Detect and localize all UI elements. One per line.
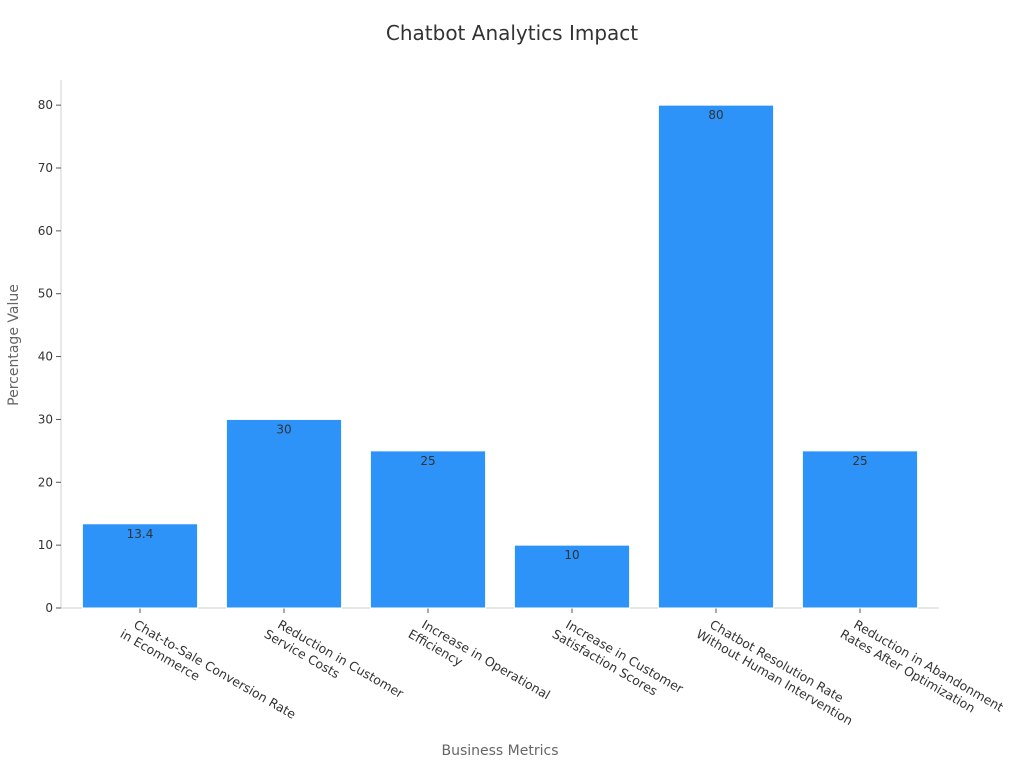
data-label: 30 xyxy=(276,422,291,436)
category-label-line: Rates After Optimization xyxy=(838,626,978,716)
data-label: 25 xyxy=(420,454,435,468)
bar xyxy=(81,523,199,609)
y-tick-label: 0 xyxy=(45,601,53,615)
category-label-line: Reduction in Customer xyxy=(275,617,407,702)
category-label-line: Reduction in Abandonment xyxy=(851,617,1006,715)
y-tick-label: 50 xyxy=(38,287,53,301)
data-label: 13.4 xyxy=(127,527,154,541)
y-axis: 0 10 20 30 40 50 60 70 80 xyxy=(38,80,62,615)
bar xyxy=(225,418,343,609)
y-tick-label: 70 xyxy=(38,161,53,175)
category-label-line: Increase in Operational xyxy=(419,617,553,703)
y-tick-label: 30 xyxy=(38,412,53,426)
bars xyxy=(81,104,919,609)
y-tick-label: 40 xyxy=(38,350,53,364)
chart-title: Chatbot Analytics Impact xyxy=(386,21,638,45)
y-tick-label: 20 xyxy=(38,475,53,489)
bar xyxy=(657,104,775,609)
bar xyxy=(513,544,631,609)
bar xyxy=(369,450,487,609)
category-label-line: Without Human Intervention xyxy=(694,626,856,728)
category-label-line: Chatbot Resolution Rate xyxy=(707,617,846,706)
y-tick-label: 80 xyxy=(38,98,53,112)
data-label: 10 xyxy=(564,548,579,562)
data-label: 80 xyxy=(708,108,723,122)
x-axis xyxy=(61,607,939,613)
y-axis-title: Percentage Value xyxy=(6,284,22,406)
bar xyxy=(801,450,919,609)
data-labels: 13.4 30 25 10 80 25 xyxy=(127,108,868,562)
data-label: 25 xyxy=(852,454,867,468)
y-tick-label: 10 xyxy=(38,538,53,552)
y-tick-label: 60 xyxy=(38,224,53,238)
x-axis-title: Business Metrics xyxy=(441,743,558,759)
